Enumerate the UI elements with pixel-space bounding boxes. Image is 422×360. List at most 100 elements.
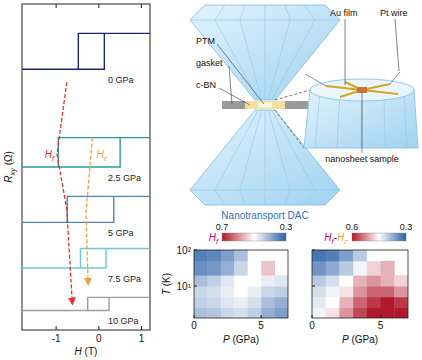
facet [215, 110, 258, 190]
axis-title: P (GPa) [223, 334, 259, 345]
facet [285, 5, 290, 20]
facet [272, 20, 315, 100]
facet [265, 110, 266, 190]
cell [221, 275, 235, 286]
tick [312, 250, 315, 251]
leader [362, 92, 363, 153]
loop [22, 138, 150, 167]
diagram-label: PTM [196, 36, 215, 46]
cell [394, 308, 408, 318]
axis-title: T (K) [161, 273, 172, 295]
diagram-label: nanosheet sample [325, 154, 399, 164]
tick-label: 0 [309, 320, 315, 331]
text-part: (GPa) [349, 334, 378, 345]
cell [221, 250, 235, 261]
cell [261, 275, 275, 286]
subscript: c [344, 237, 348, 246]
facet [215, 5, 225, 20]
heatmap-cells [312, 250, 408, 318]
facet [305, 190, 315, 205]
facet [285, 190, 290, 205]
cell [326, 275, 340, 286]
cell [326, 286, 340, 297]
facet [384, 92, 385, 148]
cell [207, 275, 221, 286]
diagram-label: Au film [330, 8, 358, 18]
cell [394, 286, 408, 297]
cell [248, 286, 262, 297]
cell [275, 286, 288, 297]
colorbar [222, 233, 286, 241]
tick [380, 315, 381, 318]
annotation-label: Hc [96, 149, 107, 163]
tick [98, 4, 99, 8]
cell [326, 297, 340, 308]
cell [275, 308, 288, 318]
cell [207, 286, 221, 297]
cell [234, 286, 248, 297]
cell [248, 275, 262, 286]
facet [240, 5, 245, 20]
pt-wire [305, 74, 326, 86]
text-part: (GPa) [230, 334, 259, 345]
frame [22, 4, 150, 330]
subscript: c [104, 154, 108, 163]
tick-label: -1 [52, 333, 61, 344]
cell [207, 261, 221, 276]
text-part: R [3, 176, 14, 183]
cell [339, 286, 353, 297]
leader [217, 44, 264, 104]
cell [367, 275, 381, 286]
cell [207, 250, 221, 261]
cell [275, 275, 288, 286]
diagram-label: Pt wire [380, 8, 408, 18]
au-film [362, 90, 398, 94]
cell [234, 308, 248, 318]
cell [248, 261, 262, 276]
cell [312, 275, 326, 286]
text-part: (Ω) [3, 151, 14, 168]
cell [312, 297, 326, 308]
cell [234, 275, 248, 286]
axis-title: H (T) [75, 346, 98, 357]
series-label: 10 GPa [108, 316, 139, 326]
cell [194, 250, 208, 261]
cell [326, 308, 340, 318]
cell [353, 261, 367, 276]
pt-wire [390, 72, 400, 84]
series-label: 0 GPa [108, 75, 134, 85]
cell [367, 261, 381, 276]
tick-label: 5 [258, 320, 264, 331]
facet [265, 20, 266, 100]
tick-label: 10¹ [177, 281, 192, 292]
tick [141, 4, 142, 8]
subscript: f [216, 237, 219, 246]
cell [394, 297, 408, 308]
cell [221, 308, 235, 318]
facet [240, 110, 262, 190]
cell [381, 275, 395, 286]
cell [194, 286, 208, 297]
cell [353, 286, 367, 297]
cell [194, 275, 208, 286]
annotation-label: Hf [45, 149, 55, 163]
facet [337, 92, 340, 148]
cell [312, 308, 326, 318]
cell [248, 297, 262, 308]
cell [339, 275, 353, 286]
cell [353, 275, 367, 286]
colorbar [352, 233, 406, 241]
cell [367, 286, 381, 297]
tick-label: 0 [191, 320, 197, 331]
cell [394, 275, 408, 286]
cell [194, 261, 208, 276]
cell [339, 308, 353, 318]
cell [234, 250, 248, 261]
facet [240, 190, 245, 205]
zoom-line [275, 90, 310, 100]
cell [261, 308, 275, 318]
cell [248, 250, 262, 261]
text-part: (T) [82, 346, 98, 357]
cell [381, 261, 395, 276]
tick [194, 286, 197, 287]
